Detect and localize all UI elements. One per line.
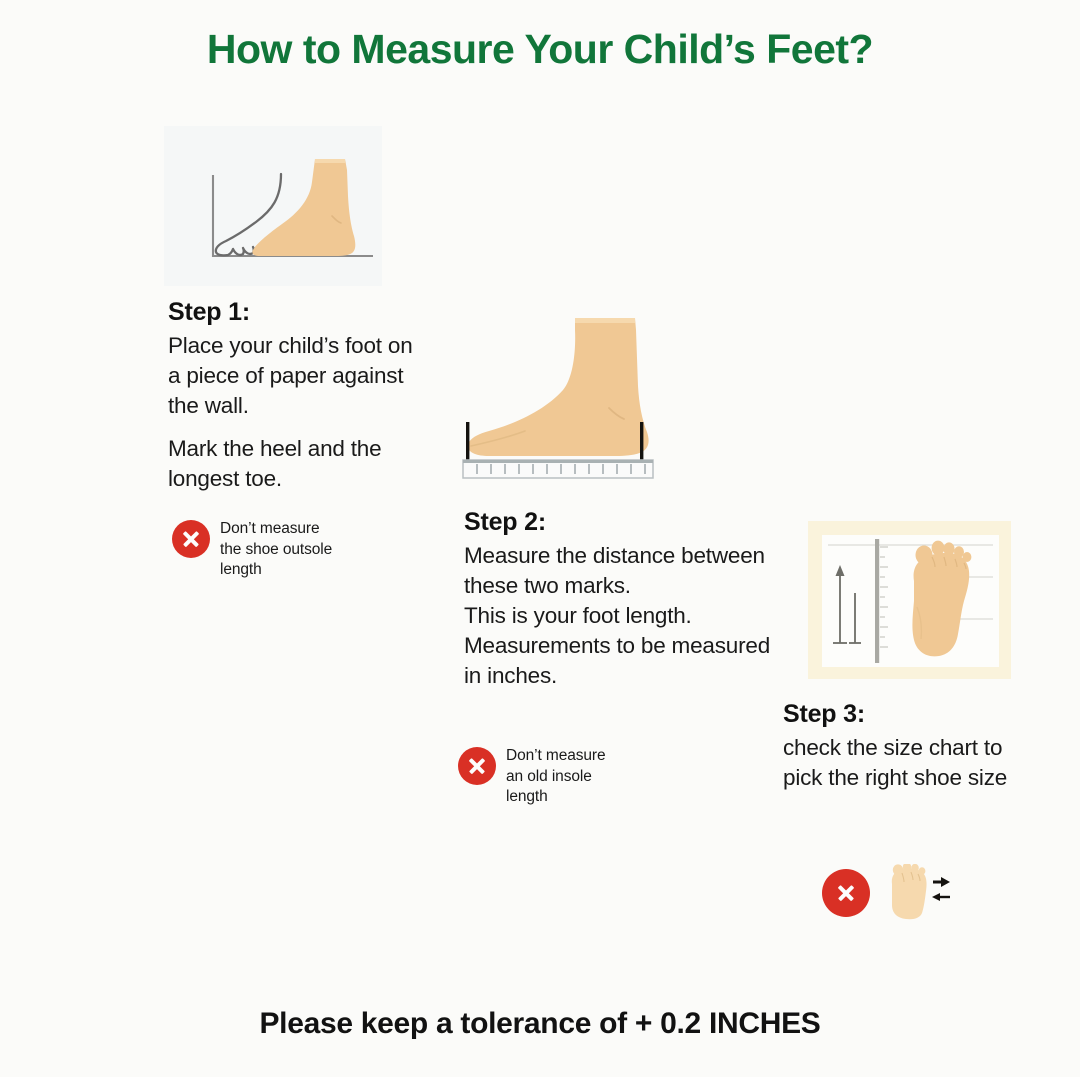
step-2-warning-line-1: Don’t measure bbox=[506, 747, 606, 764]
red-x-circle-icon bbox=[172, 520, 210, 558]
step-2-warning: Don’t measure an old insole length bbox=[458, 745, 678, 808]
step-1-warning-line-1: Don’t measure bbox=[220, 520, 320, 537]
step-3-body: check the size chart to pick the right s… bbox=[783, 733, 1023, 793]
step-3-text-block: Step 3: check the size chart to pick the… bbox=[783, 700, 1023, 793]
footprint-with-arrows-icon bbox=[891, 864, 950, 920]
footprint-on-measuring-chart-illustration bbox=[828, 539, 993, 663]
footprint-sole bbox=[912, 553, 970, 657]
length-arrow-long bbox=[833, 565, 847, 644]
measure-mark-left bbox=[466, 422, 470, 460]
step-3-line-1: check the size chart to pick the right s… bbox=[783, 735, 1008, 790]
step-1-warning-line-2: the shoe outsole bbox=[220, 540, 333, 558]
step-2-warning-text: Don’t measure an old insole length bbox=[506, 745, 606, 808]
step-1-warning: Don’t measure the shoe outsole length bbox=[172, 518, 382, 581]
step-1-warning-text: Don’t measure the shoe outsole length bbox=[220, 518, 332, 581]
length-arrow-short bbox=[849, 593, 861, 644]
measure-mark-right bbox=[640, 422, 644, 460]
arrow-left-icon bbox=[932, 893, 950, 901]
step-1-line-1: Place your child’s foot on a piece of pa… bbox=[168, 333, 413, 418]
page-title: How to Measure Your Child’s Feet? bbox=[206, 26, 874, 72]
size-chart-inner-area bbox=[822, 535, 999, 667]
step-2-body: Measure the distance between these two m… bbox=[464, 541, 774, 691]
step-1-warning-line-3: length bbox=[220, 561, 262, 578]
step-3-heading: Step 3: bbox=[783, 700, 865, 728]
step-2-heading: Step 2: bbox=[464, 508, 546, 536]
tolerance-note: Please keep a tolerance of + 0.2 INCHES bbox=[259, 1007, 821, 1040]
foot-side-view-against-wall-illustration bbox=[211, 159, 373, 258]
red-x-circle-icon bbox=[458, 747, 496, 785]
step-1-illustration-panel bbox=[164, 126, 382, 286]
step-2-line-2: This is your foot length. bbox=[464, 603, 692, 628]
step-3-illustration-panel bbox=[808, 521, 1011, 679]
arrow-right-icon bbox=[933, 877, 950, 887]
red-x-circle-icon bbox=[822, 869, 870, 917]
foot-side-view-with-marks-and-ruler-illustration bbox=[462, 318, 654, 479]
step-3-warning bbox=[822, 864, 982, 922]
step-2-line-1: Measure the distance between these two m… bbox=[464, 543, 765, 598]
step-2-warning-line-2: an old insole bbox=[506, 767, 592, 785]
step-2-text-block: Step 2: Measure the distance between the… bbox=[464, 508, 774, 691]
step-1-heading: Step 1: bbox=[168, 298, 250, 326]
step-1-body: Place your child’s foot on a piece of pa… bbox=[168, 331, 418, 494]
step-1-line-2: Mark the heel and the longest toe. bbox=[168, 436, 382, 491]
step-2-line-3: Measurements to be measured in inches. bbox=[464, 633, 771, 688]
step-2-warning-line-3: length bbox=[506, 788, 548, 805]
step-2-illustration-panel bbox=[455, 300, 687, 482]
step-1-text-block: Step 1: Place your child’s foot on a pie… bbox=[168, 298, 418, 494]
